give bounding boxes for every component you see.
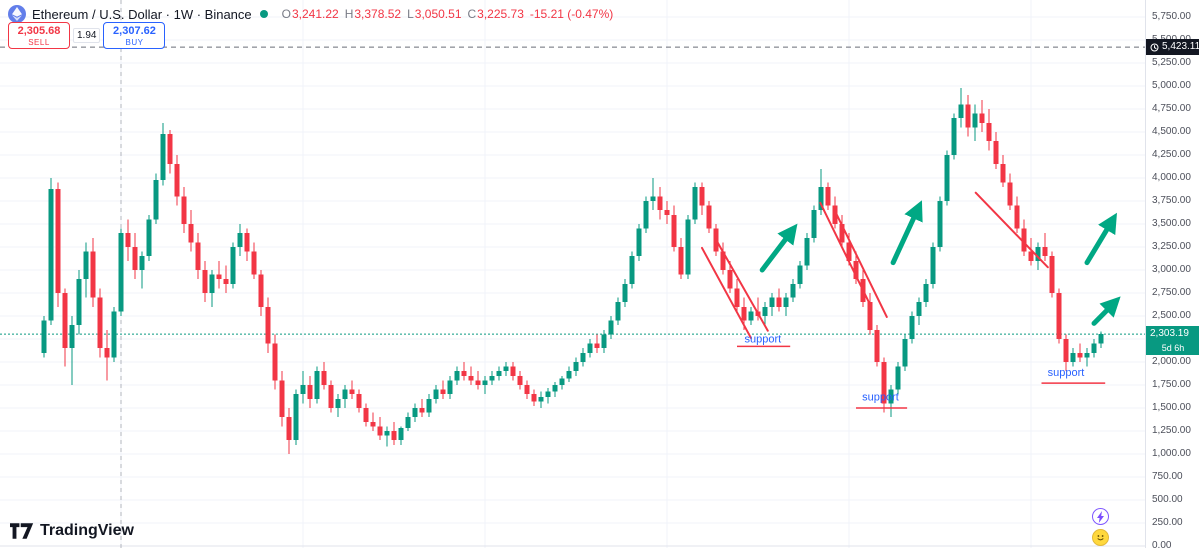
bar-countdown-label: 5d 6h xyxy=(1146,341,1199,356)
price-tick: 1,250.00 xyxy=(1152,425,1191,436)
emoji-reaction-icon[interactable] xyxy=(1092,529,1109,546)
price-tick: 5,000.00 xyxy=(1152,80,1191,91)
svg-text:support: support xyxy=(745,334,782,346)
grid-lines xyxy=(0,0,1145,548)
corner-icons xyxy=(1092,508,1109,546)
ohlc-values: O 3,241.22 H 3,378.52 L 3,050.51 C 3,225.73 … xyxy=(276,7,614,21)
close-value: 3,225.73 xyxy=(477,7,524,21)
sell-label: SELL xyxy=(28,37,50,47)
price-tick: 250.00 xyxy=(1152,517,1183,528)
price-tick: 3,500.00 xyxy=(1152,218,1191,229)
open-value: 3,241.22 xyxy=(291,7,339,21)
svg-text:support: support xyxy=(1048,367,1085,379)
change-value: -15.21 (-0.47%) xyxy=(529,7,614,21)
buy-sell-widget: 2,305.68 SELL 1.94 2,307.62 BUY xyxy=(8,22,166,49)
buy-price: 2,307.62 xyxy=(113,25,156,37)
low-label: L xyxy=(407,7,414,21)
price-tick: 1,750.00 xyxy=(1152,379,1191,390)
price-tick: 2,750.00 xyxy=(1152,287,1191,298)
open-label: O xyxy=(281,7,291,21)
last-price-label: 2,303.19 xyxy=(1146,326,1199,343)
alert-price-label[interactable]: 5,423.11 xyxy=(1146,39,1199,56)
price-tick: 4,750.00 xyxy=(1152,103,1191,114)
price-tick: 1,000.00 xyxy=(1152,448,1191,459)
ethereum-logo-icon xyxy=(8,5,26,23)
price-tick: 2,500.00 xyxy=(1152,310,1191,321)
price-tick: 5,250.00 xyxy=(1152,57,1191,68)
price-lines xyxy=(0,46,1145,335)
price-tick: 3,250.00 xyxy=(1152,241,1191,252)
symbol-title[interactable]: Ethereum / U.S. Dollar · 1W · Binance xyxy=(32,6,252,22)
buy-button[interactable]: 2,307.62 BUY xyxy=(103,22,166,49)
svg-text:support: support xyxy=(862,392,899,404)
price-tick: 4,500.00 xyxy=(1152,126,1191,137)
price-tick: 3,750.00 xyxy=(1152,195,1191,206)
price-tick: 5,750.00 xyxy=(1152,11,1191,22)
low-value: 3,050.51 xyxy=(414,7,462,21)
buy-label: BUY xyxy=(125,37,144,47)
spread-value: 1.94 xyxy=(73,27,101,43)
price-tick: 500.00 xyxy=(1152,494,1183,505)
tradingview-logo-icon xyxy=(10,523,34,539)
price-tick: 1,500.00 xyxy=(1152,402,1191,413)
candles-series xyxy=(41,87,1104,454)
trendline-drawings[interactable] xyxy=(701,191,1049,340)
price-tick: 4,000.00 xyxy=(1152,172,1191,183)
price-tick: 2,000.00 xyxy=(1152,356,1191,367)
sell-button[interactable]: 2,305.68 SELL xyxy=(8,22,70,49)
high-label: H xyxy=(344,7,354,21)
price-tick: 3,000.00 xyxy=(1152,264,1191,275)
support-labels[interactable]: support support support xyxy=(737,334,1106,409)
arrow-drawings[interactable] xyxy=(759,200,1121,326)
high-value: 3,378.52 xyxy=(354,7,402,21)
price-axis[interactable]: 5,750.005,500.005,250.005,000.004,750.00… xyxy=(1145,0,1199,548)
boost-lightning-icon[interactable] xyxy=(1092,508,1109,525)
price-tick: 750.00 xyxy=(1152,471,1183,482)
tradingview-logo[interactable]: TradingView xyxy=(10,522,134,540)
sell-price: 2,305.68 xyxy=(17,25,61,37)
market-status-icon xyxy=(259,10,268,18)
price-tick: 4,250.00 xyxy=(1152,149,1191,160)
close-label: C xyxy=(467,7,477,21)
price-tick: 0.00 xyxy=(1152,540,1172,548)
tradingview-logo-text: TradingView xyxy=(40,522,134,539)
